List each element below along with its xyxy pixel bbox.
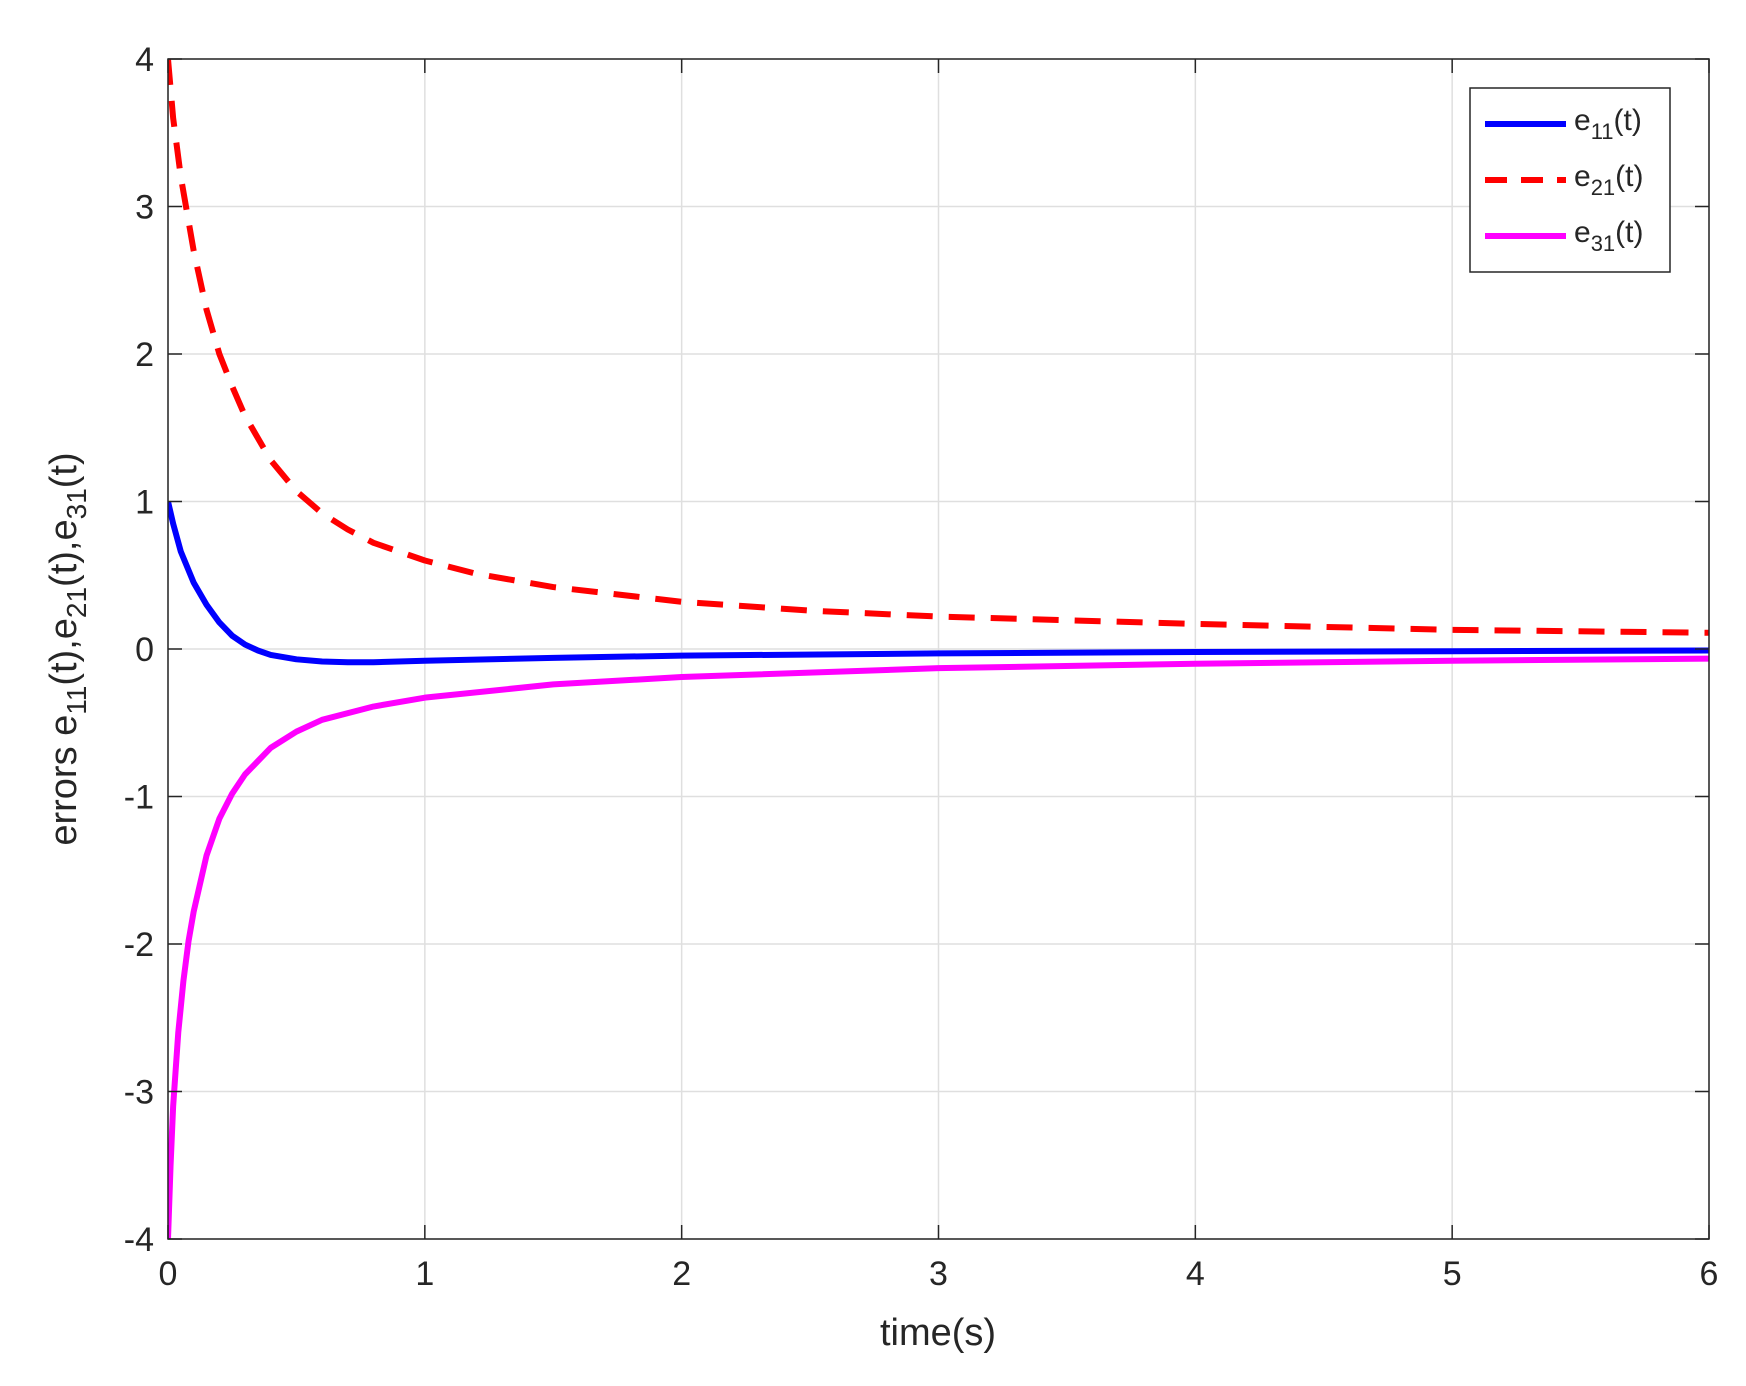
x-tick-label: 6	[1700, 1255, 1719, 1293]
x-tick-label: 2	[672, 1255, 691, 1293]
y-tick-label: 4	[135, 41, 154, 79]
y-tick-label: 1	[135, 484, 154, 522]
x-tick-label: 4	[1186, 1255, 1205, 1293]
series-group	[168, 59, 1709, 1239]
x-tick-label: 1	[415, 1255, 434, 1293]
axis-ticks: 0 1 2 3 4 5 6 -4 -3 -2 -1 0 1 2 3 4	[124, 41, 1719, 1293]
x-tick-label: 0	[159, 1255, 178, 1293]
legend-label-e21-t: e21(t)	[1574, 160, 1644, 200]
x-tick-label: 5	[1443, 1255, 1462, 1293]
series-line-e21-t	[168, 59, 1709, 636]
y-tick-label: -1	[124, 779, 154, 817]
legend-label-e31-t: e31(t)	[1574, 216, 1644, 256]
y-tick-label: 3	[135, 189, 154, 227]
x-axis-label: time(s)	[880, 1312, 996, 1354]
legend-label-e11-t: e11(t)	[1574, 104, 1642, 144]
series-line-e31-t	[168, 655, 1709, 1239]
x-tick-label: 3	[929, 1255, 948, 1293]
y-tick-label: -4	[124, 1221, 154, 1259]
y-axis-label: errors e11(t),e21(t),e31(t)	[43, 452, 92, 845]
series-line-e11-t	[168, 500, 1709, 666]
y-tick-label: 2	[135, 336, 154, 374]
legend: e11(t) e21(t) e31(t)	[1469, 87, 1671, 273]
y-tick-label: 0	[135, 631, 154, 669]
y-tick-label: -3	[124, 1074, 154, 1112]
y-tick-label: -2	[124, 926, 154, 964]
